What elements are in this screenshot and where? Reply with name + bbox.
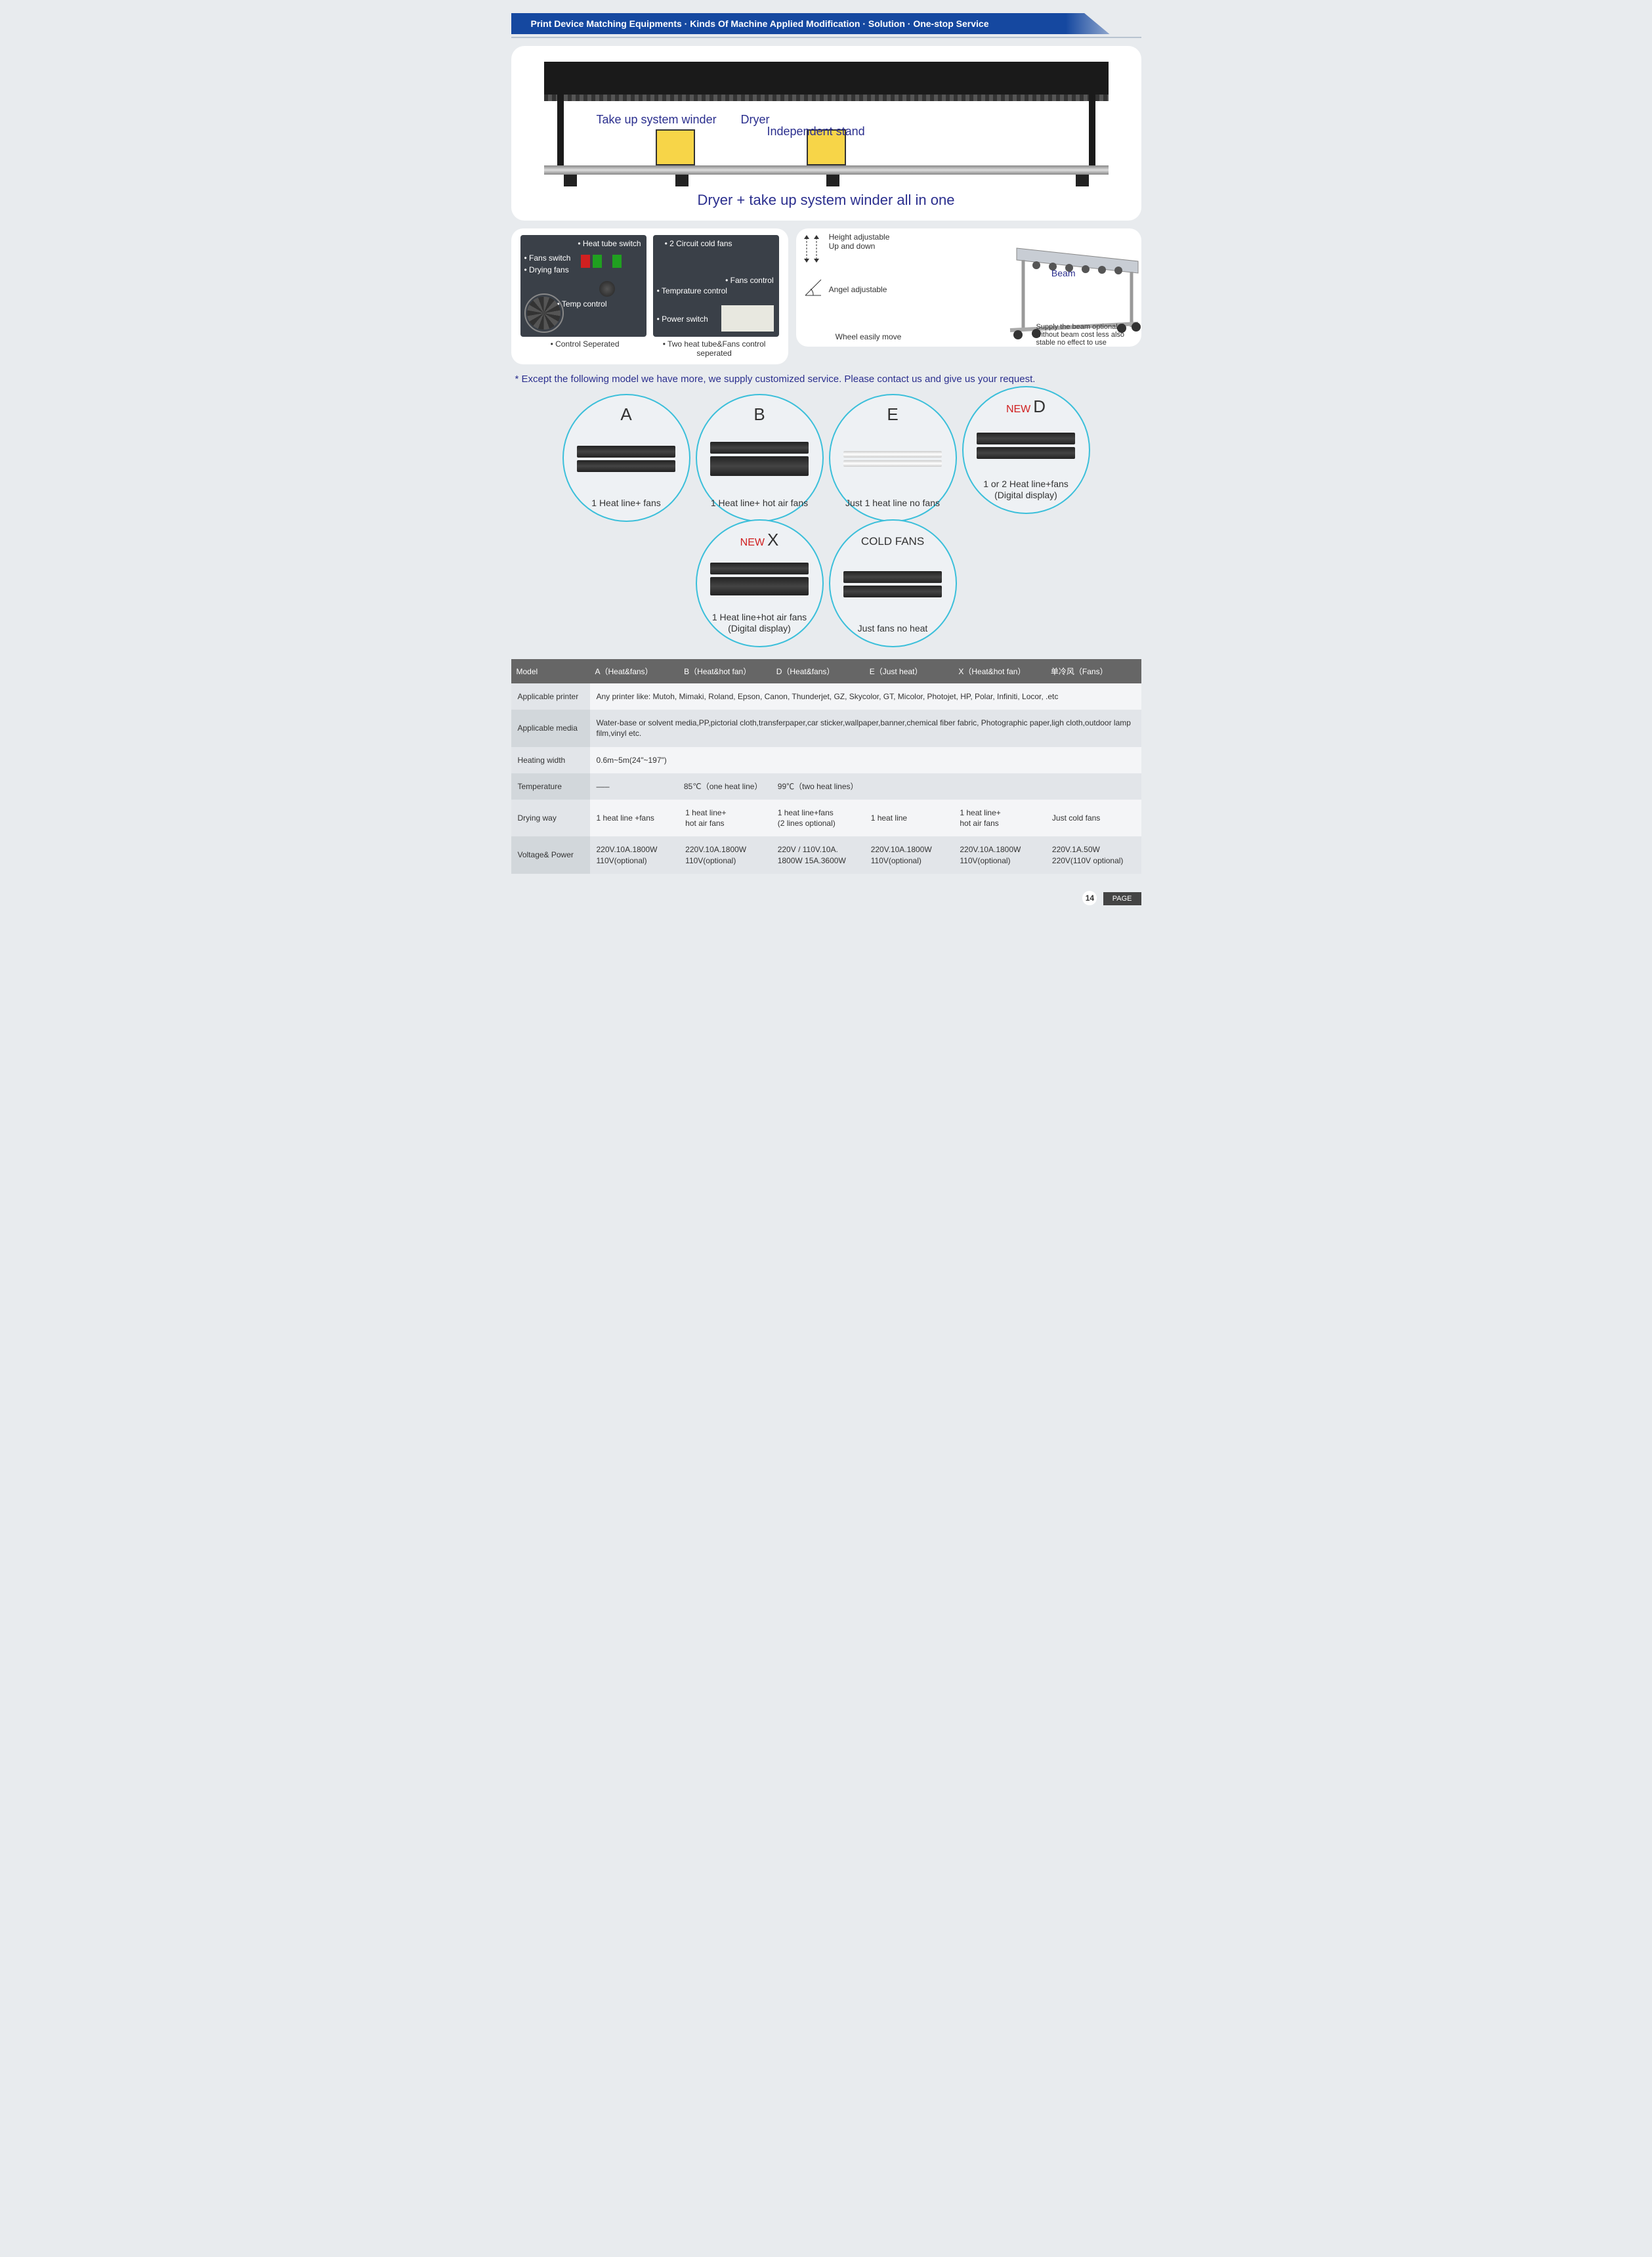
th-d: D（Heat&fans）	[771, 659, 864, 683]
detail-row: • Heat tube switch • Fans switch • Dryin…	[511, 228, 1141, 364]
row-cell: 1 heat line +fans	[590, 800, 679, 836]
th-fans: 单冷风（Fans）	[1046, 659, 1141, 683]
lbl-cold-fans: • 2 Circuit cold fans	[665, 239, 732, 248]
row-cell: 220V.10A.1800W 110V(optional)	[679, 836, 771, 873]
hero-image: Take up system winder Dryer Independent …	[544, 62, 1109, 186]
circle-e: E Just 1 heat line no fans	[829, 394, 957, 522]
page-label: PAGE	[1103, 892, 1141, 905]
row-cell: 220V / 110V.10A. 1800W 15A.3600W	[771, 836, 864, 873]
header-banner: Print Device Matching Equipments · Kinds…	[511, 13, 1141, 34]
page-container: Print Device Matching Equipments · Kinds…	[511, 13, 1141, 905]
table-row: Temperature––– 85℃（one heat line） 99℃（tw…	[511, 773, 1141, 800]
caption-b: 1 Heat line+ hot air fans	[711, 498, 808, 509]
controls-panel: • Heat tube switch • Fans switch • Dryin…	[511, 228, 788, 364]
caption-e: Just 1 heat line no fans	[845, 498, 940, 509]
lbl-angle-adj: Angel adjustable	[829, 285, 887, 294]
banner-text: Print Device Matching Equipments · Kinds…	[531, 18, 989, 29]
row-cell: 220V.10A.1800W 110V(optional)	[864, 836, 954, 873]
circle-grid: A 1 Heat line+ fans B 1 Heat line+ hot a…	[511, 394, 1141, 647]
label-independent: Independent stand	[767, 125, 865, 139]
arrow-angle-icon	[800, 274, 826, 301]
table-row: Applicable printerAny printer like: Muto…	[511, 683, 1141, 710]
row-value: ––– 85℃（one heat line） 99℃（two heat line…	[590, 773, 1141, 800]
row-cell: Just cold fans	[1046, 800, 1141, 836]
row-label: Applicable printer	[511, 683, 590, 710]
caption-d: 1 or 2 Heat line+fans (Digital display)	[975, 479, 1077, 501]
row-cell: 1 heat line+ hot air fans	[679, 800, 771, 836]
circle-b: B 1 Heat line+ hot air fans	[696, 394, 824, 522]
caption-two-heat-tube: • Two heat tube&Fans control seperated	[650, 339, 779, 358]
caption-a: 1 Heat line+ fans	[591, 498, 660, 509]
lbl-wheel: Wheel easily move	[836, 332, 902, 341]
lbl-height-adj: Height adjustable Up and down	[829, 232, 901, 251]
letter-d: NEWD	[1006, 397, 1046, 417]
circle-x: NEWX 1 Heat line+hot air fans (Digital d…	[696, 519, 824, 647]
lbl-drying-fans: • Drying fans	[524, 265, 569, 274]
page-number: 14	[1082, 891, 1097, 905]
letter-b: B	[753, 404, 765, 425]
notice-text: * Except the following model we have mor…	[515, 374, 1137, 385]
letter-x: NEWX	[740, 530, 779, 550]
row-value: Any printer like: Mutoh, Mimaki, Roland,…	[590, 683, 1141, 710]
th-b: B（Heat&hot fan）	[679, 659, 771, 683]
arrow-updown-icon	[800, 232, 824, 265]
control-box-right: • 2 Circuit cold fans • Fans control • T…	[653, 235, 779, 337]
diagram-panel: Height adjustable Up and down Angel adju…	[796, 228, 1141, 347]
row-cell: 220V.10A.1800W 110V(optional)	[953, 836, 1046, 873]
table-row: Drying way1 heat line +fans1 heat line+ …	[511, 800, 1141, 836]
letter-a: A	[620, 404, 631, 425]
circle-a: A 1 Heat line+ fans	[562, 394, 690, 522]
label-takeup: Take up system winder	[597, 113, 717, 127]
caption-coldfans: Just fans no heat	[858, 623, 928, 634]
row-cell: 1 heat line+ hot air fans	[953, 800, 1046, 836]
row-cell: 220V.1A.50W 220V(110V optional)	[1046, 836, 1141, 873]
row-value: Water-base or solvent media,PP,pictorial…	[590, 710, 1141, 746]
letter-e: E	[887, 404, 898, 425]
circle-coldfans: COLD FANS Just fans no heat	[829, 519, 957, 647]
label-dryer: Dryer	[741, 113, 770, 127]
th-x: X（Heat&hot fan）	[953, 659, 1046, 683]
lbl-supply: Supply the beam optional If without beam…	[1036, 323, 1141, 347]
lbl-temp-control: • Temp control	[557, 299, 607, 309]
hero-panel: Take up system winder Dryer Independent …	[511, 46, 1141, 221]
lbl-beam: Beam	[1051, 268, 1076, 278]
row-label: Applicable media	[511, 710, 590, 746]
table-row: Heating width0.6m~5m(24"~197")	[511, 747, 1141, 773]
lbl-power-switch: • Power switch	[657, 314, 708, 324]
th-e: E（Just heat）	[864, 659, 954, 683]
page-footer: 14 PAGE	[511, 891, 1141, 905]
table-row: Voltage& Power220V.10A.1800W 110V(option…	[511, 836, 1141, 873]
th-a: A（Heat&fans）	[590, 659, 679, 683]
spec-table: Model A（Heat&fans） B（Heat&hot fan） D（Hea…	[511, 659, 1141, 874]
th-model: Model	[511, 659, 590, 683]
lbl-fans-switch: • Fans switch	[524, 253, 571, 263]
table-header-row: Model A（Heat&fans） B（Heat&hot fan） D（Hea…	[511, 659, 1141, 683]
caption-control-seperated: • Control Seperated	[520, 339, 650, 358]
header-underline	[511, 37, 1141, 38]
row-value: 0.6m~5m(24"~197")	[590, 747, 1141, 773]
letter-coldfans: COLD FANS	[861, 535, 924, 548]
control-box-left: • Heat tube switch • Fans switch • Dryin…	[520, 235, 646, 337]
lbl-heat-tube: • Heat tube switch	[578, 239, 641, 248]
lbl-fans-control: • Fans control	[725, 276, 774, 285]
row-cell: 1 heat line	[864, 800, 954, 836]
caption-x: 1 Heat line+hot air fans (Digital displa…	[709, 612, 811, 634]
row-cell: 1 heat line+fans (2 lines optional)	[771, 800, 864, 836]
row-label: Voltage& Power	[511, 836, 590, 873]
row-label: Heating width	[511, 747, 590, 773]
lbl-temperature-control: • Temprature control	[657, 286, 727, 295]
row-label: Temperature	[511, 773, 590, 800]
row-label: Drying way	[511, 800, 590, 836]
table-row: Applicable mediaWater-base or solvent me…	[511, 710, 1141, 746]
row-cell: 220V.10A.1800W 110V(optional)	[590, 836, 679, 873]
hero-caption: Dryer + take up system winder all in one	[531, 192, 1122, 209]
circle-d: NEWD 1 or 2 Heat line+fans (Digital disp…	[962, 386, 1090, 514]
